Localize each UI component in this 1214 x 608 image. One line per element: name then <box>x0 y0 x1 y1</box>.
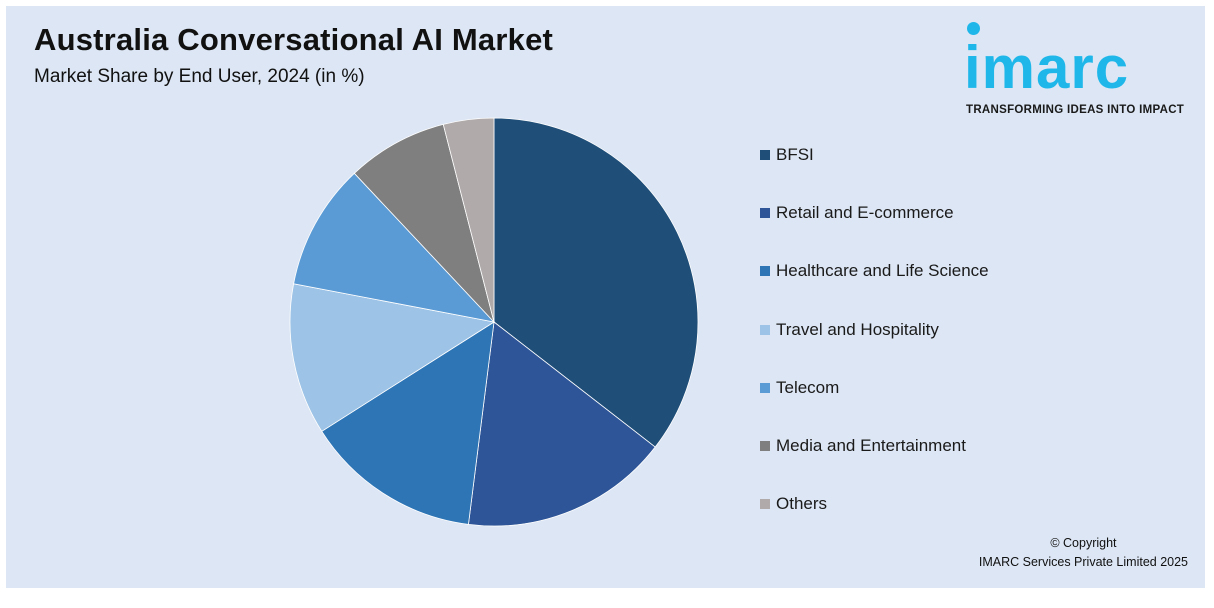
pie-slice-travel-and-hospitality <box>289 283 496 432</box>
legend-label: Telecom <box>776 377 840 397</box>
legend-swatch <box>760 441 770 451</box>
copyright-line-2: IMARC Services Private Limited 2025 <box>978 555 1188 569</box>
legend-swatch <box>760 266 770 277</box>
legend-swatch <box>760 382 770 393</box>
copyright-line-1: © Copyright <box>1050 536 1117 550</box>
legend-item-others: Others <box>760 491 827 517</box>
legend-label: Retail and E-commerce <box>776 203 954 223</box>
pie-slice-media-and-entertainment <box>353 123 495 323</box>
legend-item-retail-and-e-commerce: Retail and E-commerce <box>760 200 954 226</box>
legend-label: Media and Entertainment <box>776 436 966 455</box>
legend-item-telecom: Telecom <box>760 375 839 401</box>
pie-slice-telecom <box>293 172 496 323</box>
logo-tagline: TRANSFORMING IDEAS INTO IMPACT <box>966 104 1185 116</box>
chart-title: Australia Conversational AI Market <box>34 22 554 57</box>
legend-label: BFSI <box>776 145 814 164</box>
legend-label: Healthcare and Life Science <box>776 261 989 281</box>
legend-swatch <box>760 150 770 160</box>
legend-item-travel-and-hospitality: Travel and Hospitality <box>760 317 939 343</box>
copyright-notice: © Copyright IMARC Services Private Limit… <box>979 534 1188 572</box>
logo-wordmark: imarc <box>964 34 1130 101</box>
legend-swatch <box>760 499 770 510</box>
legend-label: Travel and Hospitality <box>776 319 939 339</box>
imarc-logo: imarc TRANSFORMING IDEAS INTO IMPACT <box>960 20 1196 120</box>
pie-slice-healthcare-and-life-science <box>321 321 495 525</box>
legend-label: Others <box>776 494 828 514</box>
pie-slice-others <box>442 117 495 323</box>
legend-swatch <box>760 208 770 219</box>
chart-subtitle: Market Share by End User, 2024 (in %) <box>34 66 365 87</box>
logo-dot-icon <box>967 22 980 35</box>
legend-item-media-and-entertainment: Media and Entertainment <box>760 433 966 459</box>
legend-item-bfsi: BFSI <box>760 142 814 168</box>
legend-item-healthcare-and-life-science: Healthcare and Life Science <box>760 258 989 284</box>
legend-swatch <box>760 324 770 335</box>
pie-slice-bfsi <box>493 117 699 448</box>
pie-slice-retail-and-e-commerce <box>467 321 656 527</box>
